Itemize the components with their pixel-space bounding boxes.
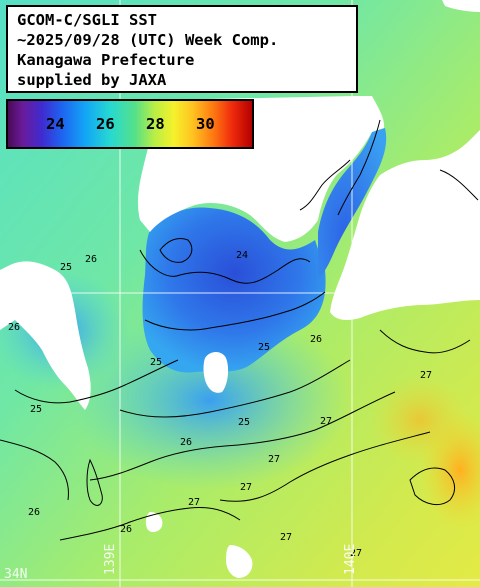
title-box: GCOM-C/SGLI SST ~2025/09/28 (UTC) Week C… xyxy=(6,5,358,93)
contour-line xyxy=(119,359,351,418)
title-line: Kanagawa Prefecture xyxy=(17,51,195,69)
contour-label: 26 xyxy=(28,507,40,518)
contour-label: 27 xyxy=(350,548,362,559)
contour-line xyxy=(59,507,241,541)
contour-label: 27 xyxy=(188,497,200,508)
contour-line xyxy=(379,329,471,354)
contour-label: 26 xyxy=(120,524,132,535)
contour-line xyxy=(219,431,431,502)
contour-line xyxy=(139,249,311,284)
contour-label: 25 xyxy=(238,417,250,428)
contour-label: 27 xyxy=(320,416,332,427)
contour-label: 25 xyxy=(60,262,72,273)
contour-line xyxy=(89,391,396,481)
cool-patch xyxy=(70,310,350,490)
contour-line xyxy=(144,291,326,331)
contour-line xyxy=(337,119,381,216)
contour-line xyxy=(14,359,179,404)
contour-label: 27 xyxy=(240,482,252,493)
color-scale-legend: 24 26 28 30 xyxy=(6,99,254,149)
contour-label: 24 xyxy=(236,250,248,261)
contour-line xyxy=(439,169,479,201)
contour-label: 27 xyxy=(280,532,292,543)
land-top-right xyxy=(442,0,480,12)
contour-line xyxy=(409,467,456,506)
island-toshima xyxy=(145,512,163,533)
legend-tick: 30 xyxy=(196,115,215,133)
land-izu-top xyxy=(0,265,15,330)
title-line: GCOM-C/SGLI SST xyxy=(17,11,157,29)
contour-label: 27 xyxy=(420,370,432,381)
island-oshima xyxy=(226,545,253,578)
contour-label: 26 xyxy=(310,334,322,345)
lon-label: 139E xyxy=(103,544,118,575)
land-izu-peninsula xyxy=(7,261,91,410)
lon-label: 140E xyxy=(343,544,358,575)
contour-label: 25 xyxy=(150,357,162,368)
lat-label: 35N xyxy=(14,279,37,294)
legend-tick: 24 xyxy=(46,115,65,133)
lat-label: 34N xyxy=(4,567,27,582)
legend-tick: 28 xyxy=(146,115,165,133)
contour-line xyxy=(0,439,69,501)
contour-label: 27 xyxy=(268,454,280,465)
title-line: ~2025/09/28 (UTC) Week Comp. xyxy=(17,31,279,49)
contour-label: 25 xyxy=(258,342,270,353)
title-line: supplied by JAXA xyxy=(17,71,167,89)
contour-line xyxy=(86,458,103,506)
contour-label: 25 xyxy=(30,404,42,415)
contour-line xyxy=(299,159,351,211)
land-chiba xyxy=(330,130,480,320)
contour-label: 26 xyxy=(85,254,97,265)
contour-line xyxy=(159,237,193,263)
legend-tick: 26 xyxy=(96,115,115,133)
island-hatsushima xyxy=(203,352,229,393)
sagami-bay xyxy=(142,207,326,373)
warm-spot xyxy=(370,375,470,465)
contour-label: 26 xyxy=(8,322,20,333)
contour-label: 26 xyxy=(180,437,192,448)
